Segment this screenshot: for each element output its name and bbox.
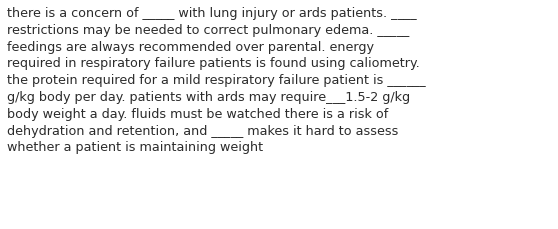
Text: there is a concern of _____ with lung injury or ards patients. ____
restrictions: there is a concern of _____ with lung in… bbox=[7, 7, 425, 154]
